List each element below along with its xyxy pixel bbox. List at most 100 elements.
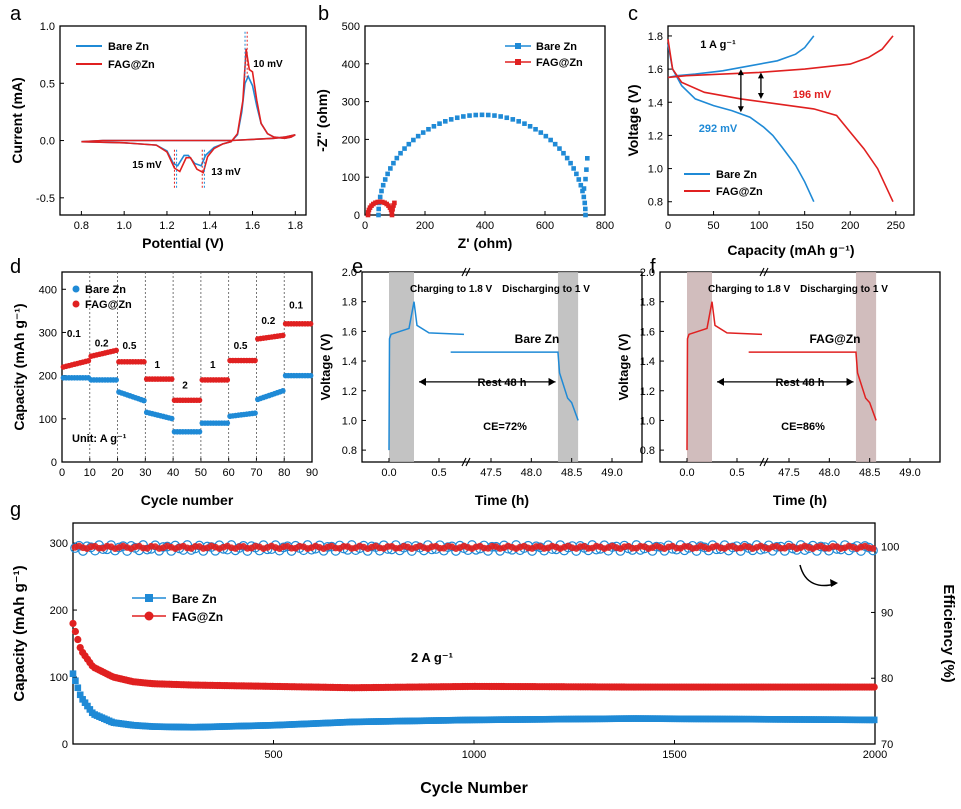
nyquist-point [583,206,588,212]
nyquist-point [392,200,397,206]
rate-point [196,397,203,404]
nyquist-point [504,115,510,121]
capacity-point [86,706,94,713]
rate-label: 0.2 [95,338,109,349]
y-tick-label: 1.6 [648,64,663,76]
legend-label-fag-zn: FAG@Zn [108,59,155,71]
arrow-head [737,69,744,76]
y2-tick-label: 90 [881,607,893,619]
rate-point [168,376,175,382]
nyquist-point [581,186,587,191]
current-density-label: 2 A g⁻¹ [411,650,453,665]
capacity-point [69,619,77,628]
nyquist-point [473,112,479,118]
nyquist-point [426,126,431,132]
nyquist-point [402,146,407,151]
legend-marker-fag-zn [72,300,80,308]
x-tick-label: 47.5 [480,467,501,479]
x-tick-label: 150 [795,220,813,232]
nyquist-point [585,156,590,161]
nyquist-point [568,160,573,166]
y-tick-label: 1.0 [648,164,663,176]
legend-label-fag-zn: FAG@Zn [172,610,223,624]
y-tick-label: 100 [342,172,360,184]
discharging-label: Discharging to 1 V [502,284,590,295]
rate-point [85,357,92,364]
nyquist-point [394,155,400,161]
x-tick-label: 200 [416,220,434,232]
rate-point [307,372,314,379]
nyquist-point [390,207,395,212]
arrow-head [737,106,744,113]
panel-a: a 0.8 1.0 1.2 1.4 1.6 1.8 -0.5 0.0 0.5 1.0 Bare Zn F… [9,3,307,251]
y-tick-label: 400 [39,284,57,296]
x-tick-label: 0 [665,220,671,232]
capacity-fag-zn [69,619,878,692]
x-tick-label: 49.0 [601,467,622,479]
legend-marker-bare-zn [145,594,153,602]
y-tick-label: 100 [50,672,68,684]
charging-label: Charging to 1.8 V [410,284,493,295]
y-axis-title: Capacity (mAh g⁻¹) [11,303,27,430]
rate-point [113,347,119,354]
capacity-point [870,716,878,724]
axes-frame [59,25,307,216]
x-tick-label: 80 [278,467,290,479]
efficiency-point [869,545,877,552]
nyquist-point [377,194,383,200]
rate-point [280,388,286,394]
y-axis-title: Current (mA) [9,77,25,163]
capacity-point [72,677,79,685]
y-tick-label: 500 [342,21,360,33]
unit-label: Unit: A g⁻¹ [72,433,127,445]
voltage-curve-rest [450,351,579,421]
axes-frame [361,271,643,463]
x-tick-label: 600 [536,220,554,232]
x-tick-label: 40 [167,467,179,479]
x-tick-label: 70 [250,467,262,479]
annotation-current-density: 1 A g⁻¹ [700,39,736,51]
rate-label: 0.2 [261,316,275,327]
rate-point [113,377,119,383]
y-tick-label: 0 [354,210,360,222]
nyquist-point [437,121,442,126]
nyquist-point [389,212,395,218]
rate-label: 2 [182,381,188,392]
arrow-head [717,377,724,386]
y-tick-label: 1.4 [342,356,357,368]
nyquist-point [564,155,570,161]
capacity-point [84,702,91,710]
x-axis-title: Capacity (mAh g⁻¹) [727,242,854,258]
x-tick-label: 50 [195,467,207,479]
x-axis-title: Time (h) [475,492,529,508]
y2-axis-title: Efficiency (%) [940,584,957,682]
voltage-curve-charge [388,301,465,451]
y-tick-label: 0 [62,739,68,751]
nyquist-point [454,115,460,121]
axis-break [759,457,769,467]
capacity-point [76,691,84,699]
y-tick-label: 1.0 [40,21,55,33]
y-axis-title: Voltage (V) [318,334,333,401]
x-tick-label: 50 [707,220,719,232]
series-bare-zn [376,112,590,218]
nyquist-point [510,117,516,122]
y-tick-label: 1.2 [342,386,357,398]
legend-label-fag-zn: FAG@Zn [85,299,132,311]
panel-b: b 0 200 400 600 800 0 100 200 300 400 500 Bare Zn FAG… [314,3,614,251]
shade-charging [389,272,414,462]
x-tick-label: 200 [841,220,859,232]
x-tick-label: 100 [750,220,768,232]
y-tick-label: 0.8 [342,445,357,457]
series-fag-zn [60,321,314,404]
y-tick-label: 0.8 [648,197,663,209]
nyquist-point [391,203,396,208]
x-tick-label: 800 [596,220,614,232]
nyquist-point [467,113,472,118]
y-tick-label: 1.8 [640,297,655,309]
rate-point [168,415,175,422]
y-axis-title: Voltage (V) [625,84,641,156]
axis-break [759,267,769,277]
y-axis-title: Voltage (V) [616,334,631,401]
